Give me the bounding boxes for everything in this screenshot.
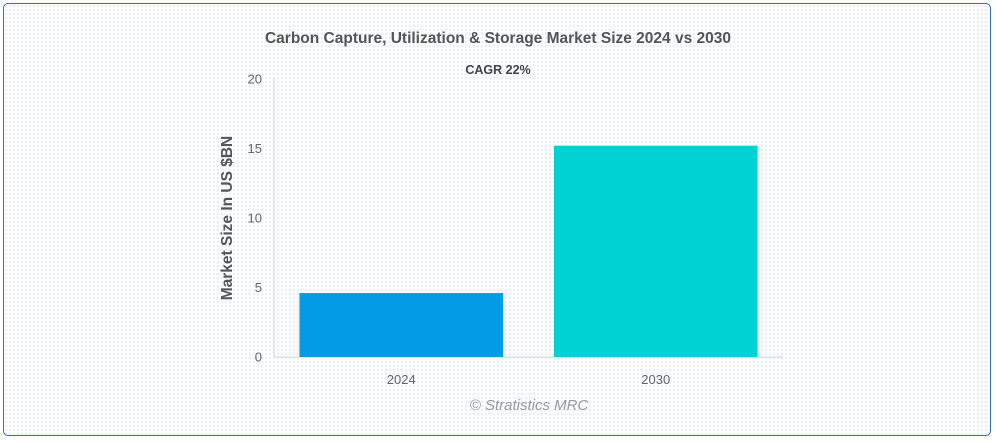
y-tick-label: 15	[248, 141, 262, 156]
bar-2030	[553, 145, 758, 357]
x-tick-label: 2024	[387, 372, 416, 387]
x-tick-label: 2030	[641, 372, 670, 387]
y-tick-label: 0	[255, 350, 262, 365]
chart-subtitle: CAGR 22%	[465, 63, 531, 77]
chart-frame	[3, 3, 991, 436]
y-tick-label: 20	[248, 72, 262, 87]
chart-title: Carbon Capture, Utilization & Storage Ma…	[264, 30, 731, 47]
y-tick-label: 10	[248, 211, 262, 226]
watermark: © Stratistics MRC	[469, 397, 589, 414]
bar-2024	[299, 293, 504, 357]
y-tick-label: 5	[255, 280, 262, 295]
